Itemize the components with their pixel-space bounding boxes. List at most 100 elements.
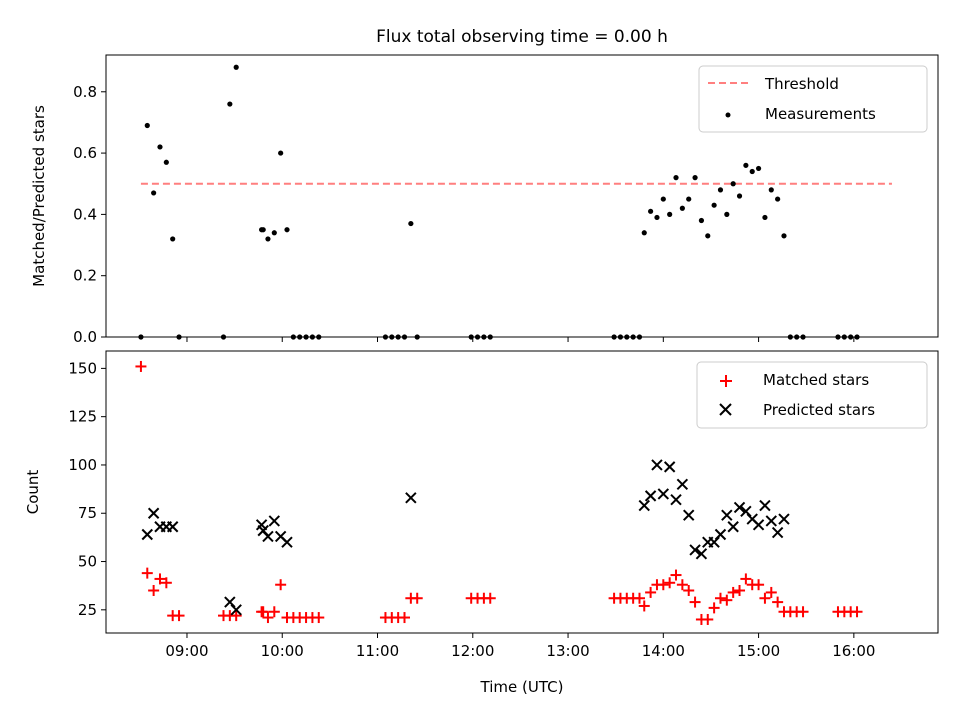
top-legend: Threshold Measurements (698, 65, 928, 133)
measurement-point (654, 214, 660, 221)
matched-star-point (638, 600, 650, 612)
predicted-star-point (771, 526, 784, 539)
bottom-x-ticks: 09:00 10:00 11:00 12:00 13:00 14:00 15:00 16:00 (165, 633, 875, 660)
measurement-point (705, 233, 711, 239)
matched-star-point (160, 577, 172, 589)
predicted-star-point (230, 604, 242, 616)
measurement-point (762, 214, 768, 221)
measurement-point (227, 101, 233, 107)
predicted-star-point (721, 509, 733, 521)
matched-star-point (645, 586, 657, 598)
legend-measurements-swatch (725, 112, 731, 118)
top-y-axis-label: Matched/Predicted stars (30, 105, 48, 287)
bottom-y-tick-label: 100 (68, 456, 97, 474)
measurement-point (265, 236, 271, 242)
top-legend-box (698, 65, 928, 133)
matched-star-point (727, 586, 739, 598)
measurement-point (686, 196, 692, 202)
matched-star-point (721, 594, 733, 606)
matched-star-point (714, 592, 726, 604)
measurement-point (144, 122, 150, 129)
measurement-point (278, 150, 284, 156)
predicted-star-point (689, 544, 701, 556)
bottom-y-tick-label: 50 (78, 553, 97, 571)
bottom-x-tick-label: 10:00 (261, 642, 304, 660)
bottom-y-tick-label: 125 (68, 408, 97, 426)
bottom-axes-frame (105, 350, 939, 634)
matched-star-point (689, 596, 701, 608)
measurement-point (679, 205, 685, 211)
matched-star-point (797, 606, 809, 618)
predicted-star-point (147, 507, 160, 519)
legend-matched-swatch (720, 375, 732, 387)
predicted-star-point (714, 528, 727, 541)
matched-star-point (230, 610, 242, 622)
measurement-point (743, 162, 749, 168)
bottom-y-axis-label: Count (24, 470, 42, 515)
top-axes-frame (105, 54, 939, 338)
measurement-point (271, 230, 277, 236)
top-panel: 0.00.20.40.60.8 Matched/Predicted stars … (30, 54, 939, 346)
bottom-y-ticks: 25 50 75 100 125 150 (68, 359, 106, 619)
top-y-tick-label: 0.6 (73, 144, 97, 162)
matched-stars-series (135, 360, 863, 625)
top-y-tick-label: 0.4 (73, 205, 97, 223)
bottom-legend: Matched stars Predicted stars (696, 361, 928, 429)
legend-threshold-label: Threshold (764, 75, 839, 93)
measurement-point (768, 187, 774, 193)
top-y-ticks: 0.0 0.2 0.4 0.6 0.8 (73, 83, 106, 346)
top-x-ticks (186, 337, 855, 342)
measurement-point (151, 190, 157, 196)
legend-matched-label: Matched stars (763, 371, 869, 389)
measurement-point (749, 168, 755, 175)
bottom-x-tick-label: 13:00 (546, 642, 589, 660)
matched-star-point (708, 602, 720, 614)
predicted-star-point (752, 519, 765, 531)
predicted-star-point (281, 536, 293, 548)
measurement-point (736, 193, 743, 199)
predicted-star-point (778, 513, 790, 525)
predicted-star-point (657, 488, 670, 500)
bottom-legend-box (696, 361, 928, 429)
matched-star-point (275, 579, 287, 591)
measurement-point (717, 187, 724, 193)
bottom-y-tick-label: 150 (68, 359, 97, 377)
bottom-x-axis-label: Time (UTC) (480, 678, 564, 696)
matched-star-point (664, 577, 676, 589)
matched-star-point (484, 592, 496, 604)
measurement-point (711, 202, 717, 208)
predicted-star-point (166, 521, 179, 533)
matched-star-point (765, 586, 777, 598)
predicted-star-point (663, 461, 676, 473)
matched-star-point (657, 579, 669, 591)
measurement-point (730, 181, 736, 187)
top-y-tick-label: 0.0 (73, 328, 97, 346)
predicted-star-point (638, 499, 650, 512)
bottom-x-tick-label: 12:00 (451, 642, 494, 660)
measurement-point (233, 64, 239, 70)
matched-star-point (262, 612, 274, 624)
bottom-x-tick-label: 15:00 (737, 642, 780, 660)
legend-measurements-label: Measurements (765, 105, 876, 123)
top-y-tick-label: 0.8 (73, 83, 97, 101)
predicted-star-point (676, 478, 689, 490)
measurement-point (284, 227, 290, 233)
bottom-y-tick-label: 75 (78, 504, 97, 522)
matched-star-point (851, 606, 863, 618)
top-y-tick-label: 0.2 (73, 267, 97, 285)
bottom-panel: 25 50 75 100 125 150 09:00 10:00 11:00 12:00 13:0… (24, 350, 939, 696)
measurement-point (724, 211, 730, 217)
matched-star-point (734, 585, 746, 597)
matched-star-point (141, 567, 153, 579)
matched-star-point (753, 579, 765, 591)
measurement-point (660, 196, 666, 202)
measurement-point (641, 230, 647, 236)
predicted-star-point (733, 501, 746, 514)
predicted-star-point (262, 530, 274, 543)
matched-star-point (313, 612, 325, 624)
measurement-point (781, 233, 787, 239)
legend-predicted-label: Predicted stars (763, 401, 875, 419)
measurement-point (648, 208, 654, 214)
measurement-point (408, 220, 414, 227)
